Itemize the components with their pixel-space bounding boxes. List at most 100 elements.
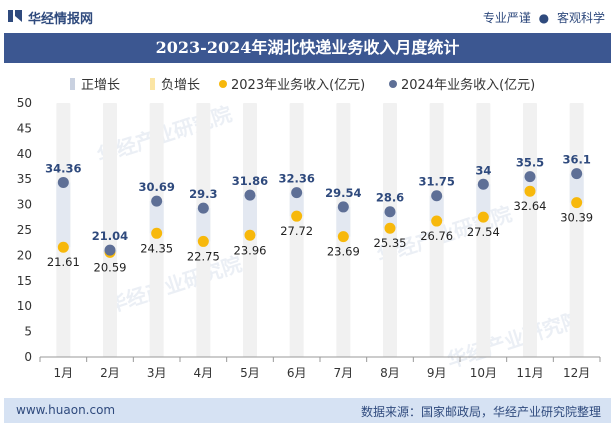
- data-label-2024: 21.04: [92, 229, 128, 243]
- point-2024: [337, 201, 349, 213]
- tagline-left: 专业严谨: [482, 11, 531, 25]
- point-2023: [384, 222, 396, 234]
- watermark-text: 华经产业研究院: [444, 307, 585, 373]
- background-column: [429, 103, 444, 357]
- growth-bar-positive: [476, 184, 491, 218]
- data-label-2023: 27.72: [280, 224, 313, 238]
- background-column: [103, 103, 117, 357]
- footer-source: 数据来源：国家邮政局，华经产业研究院整理: [360, 405, 601, 419]
- point-2023: [197, 235, 209, 247]
- point-2023: [431, 215, 443, 227]
- y-tick-label: 35: [17, 172, 32, 186]
- data-label-2024: 29.54: [325, 186, 361, 200]
- data-label-2024: 35.5: [516, 156, 544, 170]
- growth-bar-positive: [429, 195, 444, 222]
- point-2023: [477, 211, 489, 223]
- tagline-right: 客观科学: [556, 11, 605, 25]
- point-2024: [291, 187, 303, 199]
- data-label-2023: 22.75: [187, 249, 220, 263]
- growth-bar-positive: [569, 173, 584, 203]
- x-tick-label: 2月: [100, 366, 120, 380]
- legend-label-2023: 2023年业务收入(亿元): [231, 77, 365, 93]
- x-tick-label: 5月: [240, 366, 260, 380]
- background-column: [569, 103, 584, 357]
- x-tick-label: 9月: [427, 366, 447, 380]
- data-label-2024: 32.36: [278, 172, 314, 186]
- y-tick-label: 30: [17, 198, 32, 212]
- data-label-2024: 28.6: [376, 191, 404, 205]
- background-column: [476, 103, 491, 357]
- y-tick-label: 10: [17, 299, 32, 313]
- legend-label-down: 负增长: [161, 78, 200, 93]
- point-2023: [291, 210, 303, 222]
- background-column: [523, 103, 537, 357]
- data-label-2023: 21.61: [47, 255, 80, 269]
- point-2024: [431, 190, 443, 202]
- legend-swatch-up: [70, 78, 75, 90]
- growth-bar-positive: [56, 182, 71, 248]
- data-label-2024: 36.1: [562, 153, 590, 167]
- growth-bar-positive: [243, 195, 257, 236]
- legend-label-2024: 2024年业务收入(亿元): [401, 77, 535, 93]
- data-label-2023: 24.35: [140, 241, 173, 255]
- point-2024: [384, 206, 396, 218]
- x-tick-label: 7月: [334, 366, 354, 380]
- point-2023: [571, 197, 583, 209]
- data-label-2024: 29.3: [189, 187, 217, 201]
- data-label-2024: 31.86: [232, 174, 268, 188]
- legend-marker-2024: [389, 80, 397, 88]
- point-2024: [197, 202, 209, 214]
- data-label-2023: 23.96: [234, 243, 267, 257]
- data-label-2023: 26.76: [420, 229, 453, 243]
- data-label-2024: 30.69: [138, 180, 174, 194]
- data-label-2023: 20.59: [94, 260, 127, 274]
- data-label-2023: 32.64: [514, 199, 547, 213]
- chart-title: 2023-2024年湖北快递业务收入月度统计: [155, 38, 460, 57]
- x-tick-label: 10月: [470, 366, 497, 380]
- y-tick-label: 15: [17, 274, 32, 288]
- data-label-2024: 31.75: [418, 175, 454, 189]
- logo-icon: [8, 10, 22, 22]
- x-tick-label: 1月: [54, 366, 74, 380]
- background-column: [289, 103, 304, 357]
- growth-bar-positive: [196, 208, 211, 242]
- point-2024: [244, 189, 256, 201]
- y-tick-label: 5: [24, 325, 32, 339]
- y-tick-label: 50: [17, 96, 32, 110]
- data-label-2024: 34.36: [45, 161, 81, 175]
- y-tick-label: 45: [17, 121, 32, 135]
- brand-name: 华经情报网: [28, 12, 94, 27]
- point-2023: [151, 227, 163, 239]
- tagline: 专业严谨 ● 客观科学: [483, 9, 605, 26]
- point-2024: [571, 168, 583, 180]
- data-label-2023: 25.35: [374, 236, 407, 250]
- growth-bar-positive: [336, 206, 351, 237]
- x-tick-label: 4月: [194, 366, 214, 380]
- point-2024: [524, 171, 536, 183]
- top-bar: 华经情报网 专业严谨 ● 客观科学: [0, 0, 615, 33]
- point-2024: [57, 176, 69, 188]
- legend-label-up: 正增长: [81, 78, 120, 93]
- x-tick-label: 3月: [147, 366, 167, 380]
- point-2023: [337, 231, 349, 243]
- y-tick-label: 40: [17, 147, 32, 161]
- x-tick-label: 6月: [287, 366, 307, 380]
- data-label-2023: 27.54: [467, 225, 500, 239]
- point-2023: [524, 185, 536, 197]
- x-tick-label: 12月: [563, 366, 590, 380]
- point-2023: [244, 229, 256, 241]
- x-tick-label: 8月: [380, 366, 400, 380]
- point-2024: [104, 244, 116, 256]
- data-label-2023: 23.69: [327, 245, 360, 259]
- point-2023: [57, 241, 69, 253]
- x-tick-label: 11月: [516, 366, 543, 380]
- point-2024: [477, 178, 489, 190]
- point-2024: [151, 195, 163, 207]
- title-bar: 2023-2024年湖北快递业务收入月度统计: [4, 33, 611, 63]
- tagline-dot: ●: [538, 11, 550, 25]
- legend-swatch-down: [150, 78, 155, 90]
- y-tick-label: 25: [17, 223, 32, 237]
- y-tick-label: 0: [24, 350, 32, 364]
- y-tick-label: 20: [17, 248, 32, 262]
